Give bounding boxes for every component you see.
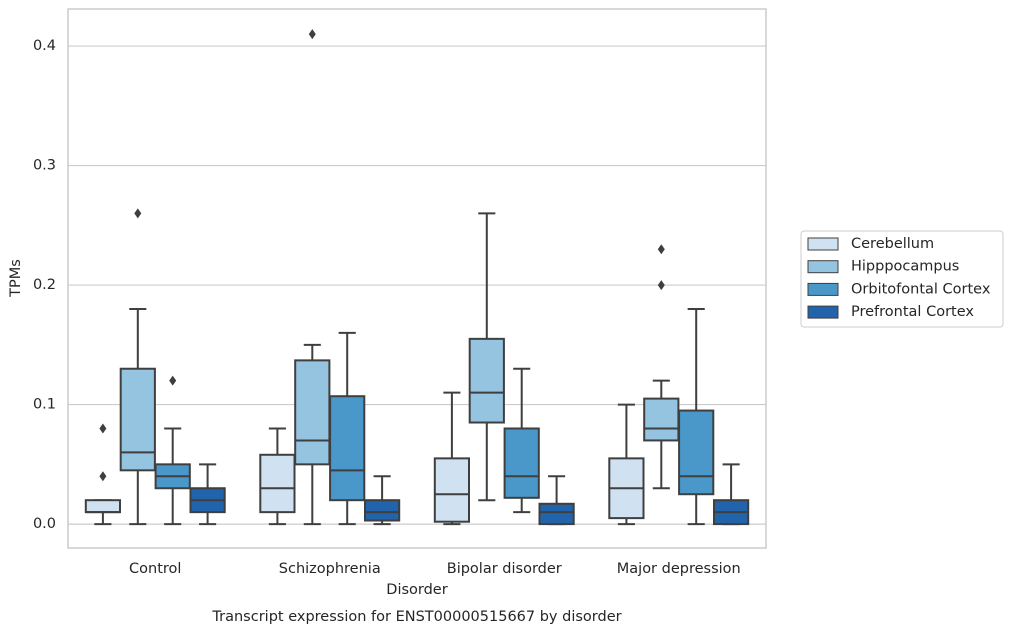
legend-swatch [807, 260, 839, 274]
legend-label: Prefrontal Cortex [851, 304, 974, 320]
x-tick-label: Major depression [617, 561, 741, 577]
plot-frame [67, 8, 767, 549]
legend-swatch [807, 237, 839, 251]
outlier [308, 29, 316, 40]
box [84, 499, 122, 514]
x-tick-label: Schizophrenia [279, 561, 381, 577]
outlier [657, 244, 665, 255]
legend-swatch [807, 305, 839, 319]
chart-title: Transcript expression for ENST0000051566… [211, 609, 621, 625]
y-tick-label: 0.2 [33, 277, 56, 293]
x-tick-label: Bipolar disorder [447, 561, 562, 577]
box [468, 337, 505, 424]
legend-frame [800, 230, 1004, 328]
box [678, 409, 715, 496]
box [538, 502, 575, 526]
box [643, 397, 680, 442]
box [329, 395, 366, 502]
legend-label: Hipppocampus [851, 259, 959, 275]
y-tick-label: 0.4 [33, 38, 56, 54]
y-tick-label: 0.1 [33, 397, 56, 413]
outlier [99, 423, 107, 434]
box [363, 499, 401, 522]
outlier [169, 375, 177, 386]
y-tick-label: 0.0 [33, 516, 56, 532]
box [503, 427, 540, 499]
box [259, 453, 296, 514]
y-axis-label: TPMs [8, 259, 24, 298]
legend-label: Orbitofontal Cortex [851, 281, 991, 297]
y-tick-label: 0.3 [33, 158, 56, 174]
x-axis-label: Disorder [386, 582, 447, 598]
outlier [99, 471, 107, 482]
box [119, 367, 156, 472]
x-tick-label: Control [129, 561, 181, 577]
legend-swatch [807, 282, 839, 296]
box [294, 359, 331, 466]
legend-label: Cerebellum [851, 236, 934, 252]
outlier [134, 208, 142, 219]
outlier [657, 280, 665, 291]
box [433, 457, 471, 523]
